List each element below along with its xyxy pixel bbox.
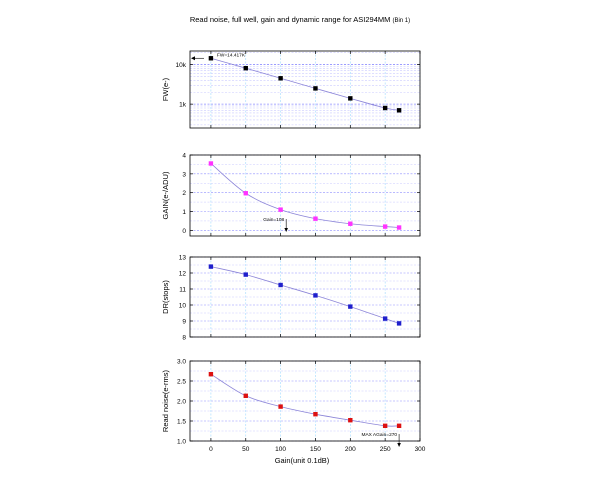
y-tick-label: 2.5 [177, 379, 186, 386]
data-point [208, 372, 214, 377]
data-point [396, 321, 402, 326]
plot-frame [189, 50, 421, 129]
y-tick-label: 1k [179, 102, 187, 109]
y-axis-label: GAIN(e-/ADU) [161, 171, 170, 219]
y-tick-label: 1 [182, 209, 186, 216]
x-axis-title: Gain(unit 0.1dB) [275, 456, 330, 465]
y-tick-label: 0 [182, 228, 186, 235]
data-point [396, 108, 402, 113]
y-tick-label: 2.0 [177, 399, 186, 406]
plot-frame [189, 360, 421, 442]
data-point [382, 224, 388, 229]
y-tick-label: 13 [179, 255, 187, 262]
y-tick-label: 2 [182, 190, 186, 197]
x-tick-label: 50 [242, 446, 250, 453]
panel-2: 0 1 2 3 4 GAIN(e-/ADU) Gain=108 [161, 153, 421, 237]
annotation-arrowhead [284, 228, 288, 232]
figure-title: Read noise, full well, gain and dynamic … [190, 15, 410, 24]
data-point [278, 404, 283, 409]
annotation-label: Gain=108 [263, 217, 284, 223]
panel-4: 1.0 1.5 2.0 2.5 3.0 Read noise(e-rms) MAX AGai… [161, 359, 426, 454]
data-point [313, 216, 318, 221]
data-point [243, 191, 248, 196]
x-tick-label: 100 [275, 446, 286, 453]
y-axis-label: DR(stops) [161, 280, 170, 314]
y-tick-label: 11 [179, 287, 186, 294]
fit-line [210, 163, 400, 228]
data-point [382, 316, 388, 321]
data-point [208, 161, 214, 166]
y-axis-label: FW(e-) [161, 77, 170, 101]
y-axis-label: Read noise(e-rms) [161, 369, 170, 432]
data-point [396, 225, 402, 230]
y-tick-label: 8 [182, 335, 186, 342]
x-tick-label: 250 [380, 446, 391, 453]
data-point [348, 96, 353, 101]
annotation-label: MAX AGain=270 [361, 432, 397, 438]
panel-1: 1k 10k FW(e-) FW=14.417K [161, 50, 421, 129]
data-point [278, 207, 283, 212]
y-tick-label: 10k [176, 62, 187, 69]
panels: 1k10kFW(e-)FW=14.417K01234GAIN(e-/ADU)Ga… [161, 50, 426, 454]
plot-frame [189, 256, 421, 338]
data-point [382, 423, 388, 428]
data-point [313, 86, 318, 91]
data-point [208, 264, 214, 269]
y-tick-label: 3 [182, 171, 186, 178]
data-point [348, 304, 353, 309]
data-point [396, 423, 402, 428]
y-tick-label: 1.0 [177, 439, 186, 446]
data-point [348, 418, 353, 423]
data-point [348, 221, 353, 226]
y-tick-label: 4 [182, 153, 186, 160]
data-point [208, 56, 214, 61]
data-point [313, 412, 318, 417]
annotation-label: FW=14.417K [217, 52, 246, 58]
data-point [313, 293, 318, 298]
data-point [278, 282, 283, 288]
x-tick-label: 150 [310, 446, 321, 453]
data-point [243, 393, 248, 398]
y-tick-label: 3.0 [177, 359, 186, 366]
y-tick-label: 12 [179, 271, 187, 278]
data-point [243, 272, 248, 277]
y-tick-label: 10 [179, 303, 187, 310]
y-tick-label: 9 [182, 319, 186, 326]
y-tick-label: 1.5 [177, 419, 186, 426]
x-tick-label: 300 [415, 446, 426, 453]
annotation-arrowhead [191, 56, 195, 61]
data-point [278, 76, 283, 81]
x-tick-label: 200 [345, 446, 356, 453]
plot-frame [189, 154, 421, 237]
fit-line [210, 373, 400, 427]
fit-line [210, 266, 400, 324]
fit-line [210, 57, 400, 111]
x-tick-label: 0 [209, 446, 213, 453]
annotation-arrowhead [397, 443, 401, 447]
data-point [243, 65, 248, 71]
data-point [382, 105, 388, 111]
panel-3: 8 9 10 11 12 13 DR(stops) [161, 255, 421, 342]
